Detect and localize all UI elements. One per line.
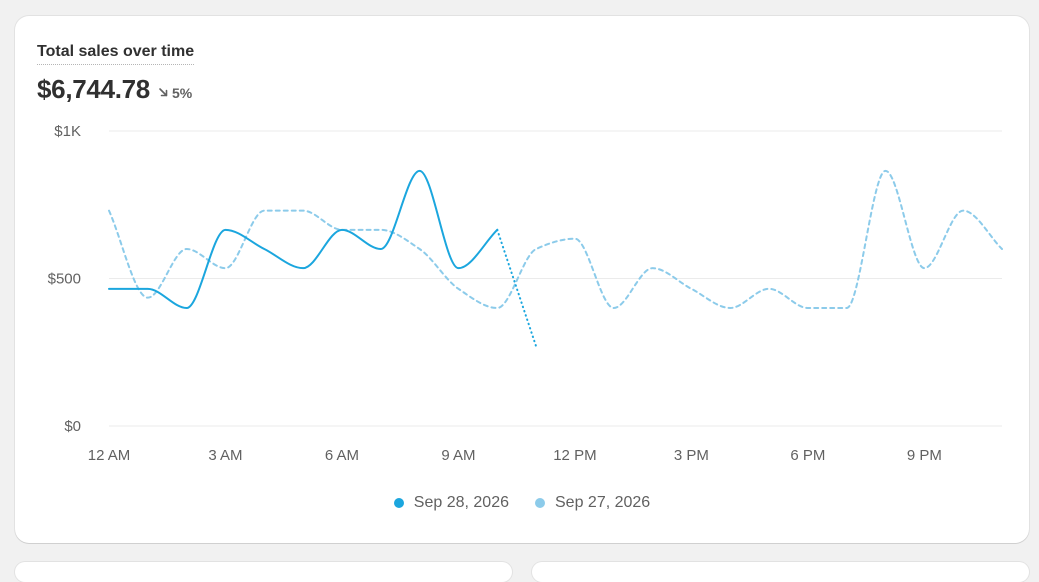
metric-summary: $6,744.78 5% (37, 74, 192, 105)
legend-label-previous: Sep 27, 2026 (555, 494, 651, 511)
legend-label-current: Sep 28, 2026 (413, 494, 509, 511)
chart-gridlines (109, 130, 1002, 427)
card-title[interactable]: Total sales over time (37, 43, 195, 65)
next-card-right (532, 562, 1029, 582)
x-tick-label: 3 PM (674, 447, 709, 464)
x-tick-label: 12 AM (88, 447, 131, 464)
y-tick-label: $0 (64, 418, 81, 435)
legend-item-previous[interactable]: Sep 27, 2026 (535, 494, 650, 512)
series-line-previous[interactable] (108, 169, 1003, 309)
x-tick-label: 9 AM (441, 447, 475, 464)
total-sales-value: $6,744.78 (37, 74, 150, 104)
x-axis-labels: 12 AM 3 AM 6 AM 9 AM 12 PM 3 PM 6 PM 9 PM (88, 447, 942, 464)
sales-chart-card: Total sales over time $6,744.78 5% $1K $5… (15, 16, 1029, 543)
x-tick-label: 12 PM (553, 447, 596, 464)
series-line-current-projection (496, 228, 538, 348)
sales-line-chart[interactable]: $1K $500 $0 12 AM 3 AM 6 AM 9 AM 12 PM 3 PM 6 PM… (15, 16, 1029, 486)
legend-dot-previous (535, 498, 545, 508)
x-tick-label: 3 AM (208, 447, 242, 464)
next-card-left (15, 562, 512, 582)
x-tick-label: 6 AM (325, 447, 359, 464)
y-axis-labels: $1K $500 $0 (48, 123, 81, 435)
arrow-down-right-icon (159, 88, 168, 97)
x-tick-label: 9 PM (907, 447, 942, 464)
chart-series (108, 169, 1003, 348)
sales-change: 5% (158, 85, 192, 101)
series-line-current[interactable] (108, 169, 499, 309)
y-tick-label: $500 (48, 271, 81, 288)
chart-legend: Sep 28, 2026 Sep 27, 2026 (15, 494, 1029, 512)
x-tick-label: 6 PM (790, 447, 825, 464)
legend-item-current[interactable]: Sep 28, 2026 (393, 494, 509, 512)
legend-dot-current (393, 498, 404, 508)
sales-change-percent: 5% (171, 84, 193, 101)
y-tick-label: $1K (54, 123, 81, 140)
